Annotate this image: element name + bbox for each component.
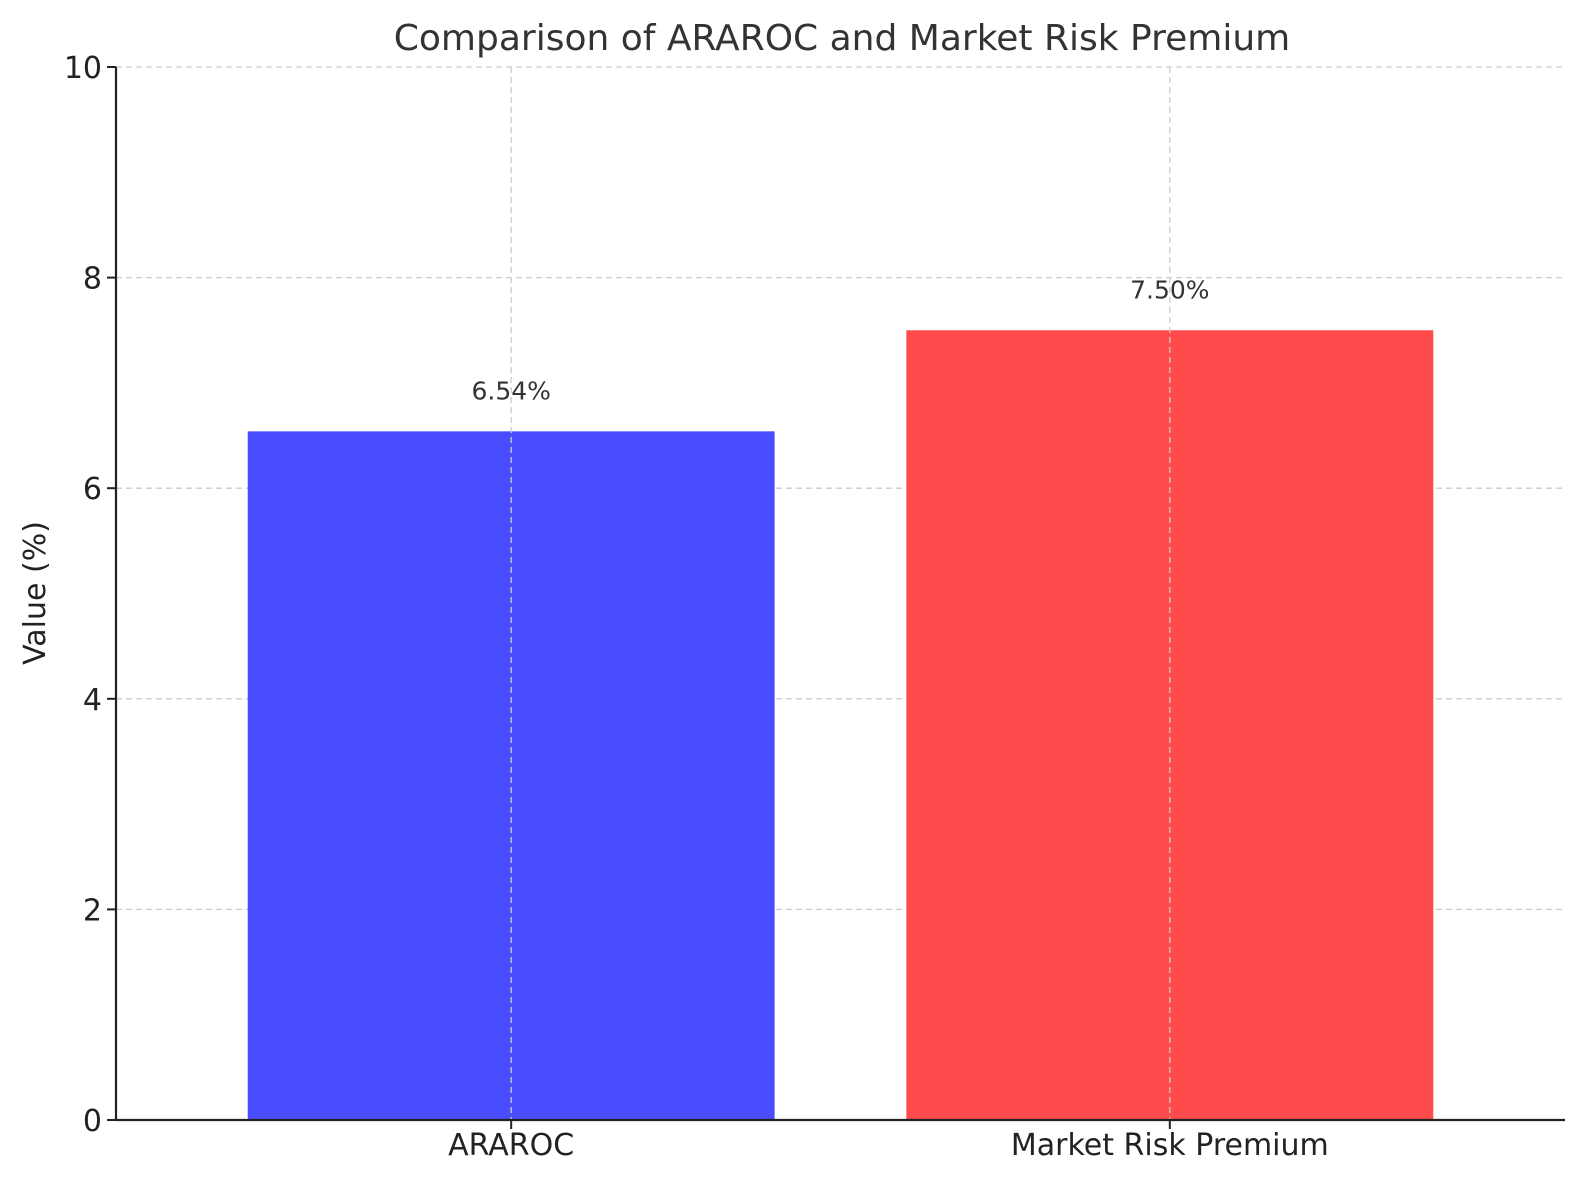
y-axis-label: Value (%) [18,521,53,665]
y-tick-label: 8 [83,262,102,297]
tick-labels: 0 2 4 6 8 10 6.54% 7.50% ARAROC Market Risk Premi… [64,51,1329,1163]
y-tick-label: 6 [83,472,102,507]
bar-araroc [247,431,775,1120]
bars [247,67,1434,1120]
axes [107,66,1565,1129]
y-tick-label: 10 [64,51,102,86]
bar-data-label: 6.54% [471,376,550,405]
x-tick-label: Market Risk Premium [1011,1128,1329,1163]
bar-data-label: 7.50% [1130,275,1209,304]
y-tick-label: 4 [83,683,102,718]
y-tick-label: 2 [83,893,102,928]
chart-title: Comparison of ARAROC and Market Risk Pre… [394,18,1290,59]
x-tick-label: ARAROC [448,1128,574,1163]
y-tick-label: 0 [83,1104,102,1139]
